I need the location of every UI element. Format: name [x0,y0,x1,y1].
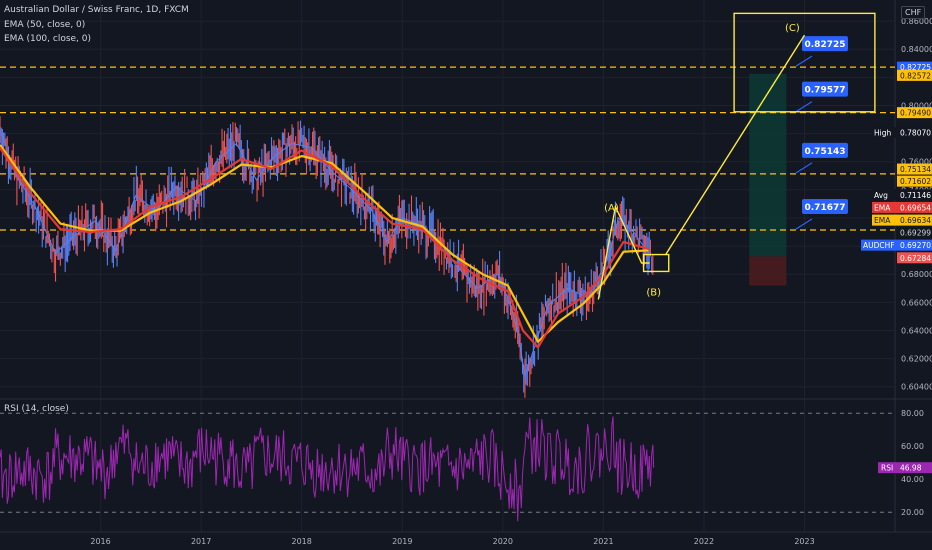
axis-tag-value: 0.67284 [900,254,931,263]
axis-price-tag [872,201,932,213]
rsi-axis-tick: 40.00 [901,475,924,484]
level-callout [802,198,848,214]
axis-price-tag [897,175,932,187]
price-axis-tick: 0.64000 [901,326,932,335]
ema50-legend[interactable]: EMA (50, close, 0) [4,20,86,30]
axis-price-tag [861,239,932,251]
axis-tag-value: 0.75134 [900,165,931,174]
wave-label: (B) [646,287,661,298]
axis-price-tag [872,127,932,139]
ema100-legend[interactable]: EMA (100, close, 0) [4,34,92,44]
level-callout-value: 0.71677 [805,203,846,213]
axis-tag-value: 0.82572 [900,71,931,80]
price-axis-tick: 0.62000 [901,355,932,364]
axis-price-tag [897,61,932,73]
price-axis-tick: 0.68000 [901,270,932,279]
time-axis-tick: 2020 [493,537,513,546]
wave-label: (A) [604,203,619,214]
axis-tag-value: 0.71602 [900,177,931,186]
callout-pointer [795,162,813,174]
price-axis-tick: 0.66000 [901,298,932,307]
price-axis-tick: 0.86000 [901,17,932,26]
price-axis-tick: 0.84000 [901,45,932,54]
position-stop-zone [749,256,787,286]
callout-pointer [795,55,813,67]
rsi-legend[interactable]: RSI (14, close) [4,404,69,414]
time-axis-tick: 2023 [794,537,814,546]
wave-c-target-box [733,12,876,113]
axis-tag-value: 0.69654 [900,203,931,212]
position-target-zone [749,73,787,257]
axis-tag-label: EMA [874,203,891,212]
axis-tag-value: 0.69634 [900,216,931,225]
level-callout-value: 0.79577 [805,86,846,96]
level-callout-value: 0.82725 [805,40,846,50]
axis-tag-value: 0.78070 [900,129,931,138]
rsi-current-value: 46.98 [900,464,922,473]
axis-tag-label: EMA [874,216,891,225]
axis-tag-label: Avg [874,191,888,200]
time-axis-tick: 2016 [90,537,110,546]
rsi-current-label: RSI [881,464,893,473]
axis-tag-value: 0.79490 [900,109,931,118]
ema100-line [0,144,649,343]
axis-tag-label: High [874,129,891,138]
axis-price-tag [897,252,932,264]
price-axis-tick: 0.76000 [901,158,932,167]
candles [0,116,654,398]
axis-price-tag [872,189,932,201]
axis-tag-label: AUDCHF [863,241,895,250]
callout-pointer [795,101,813,113]
currency-label: CHF [901,6,926,19]
level-callout [802,81,848,97]
time-axis-tick: 2019 [392,537,412,546]
axis-price-tag [897,227,932,239]
wave-path [597,204,650,300]
ema50-line [0,147,649,349]
time-axis-tick: 2018 [292,537,312,546]
wave-label: (C) [785,23,800,34]
price-line [0,129,650,378]
level-callout-value: 0.75143 [805,147,846,157]
price-axis-tick: 0.80000 [901,101,932,110]
time-axis-tick: 2022 [694,537,714,546]
axis-tag-value: 0.71146 [900,191,931,200]
rsi-axis-tick: 60.00 [901,442,924,451]
price-axis-tick: 0.60400 [901,383,932,392]
axis-tag-value: 0.82725 [900,63,931,72]
wave-projection [665,34,806,255]
axis-tag-value: 0.69270 [900,241,931,250]
axis-price-tag [897,107,932,119]
symbol-legend[interactable]: Australian Dollar / Swiss Franc, 1D, FXC… [4,5,189,15]
axis-price-tag [897,69,932,81]
rsi-axis-tick: 20.00 [901,508,924,517]
rsi-current-tag [878,462,932,474]
axis-price-tag [872,214,932,226]
axis-tag-value: 0.69299 [900,229,931,238]
axis-price-tag [897,163,932,175]
level-callout [802,36,848,52]
time-axis-tick: 2021 [593,537,613,546]
wave-b-box [642,253,670,273]
level-callout [802,142,848,158]
callout-pointer [795,218,813,230]
rsi-line [0,416,655,522]
rsi-axis-tick: 80.00 [901,409,924,418]
time-axis-tick: 2017 [191,537,211,546]
